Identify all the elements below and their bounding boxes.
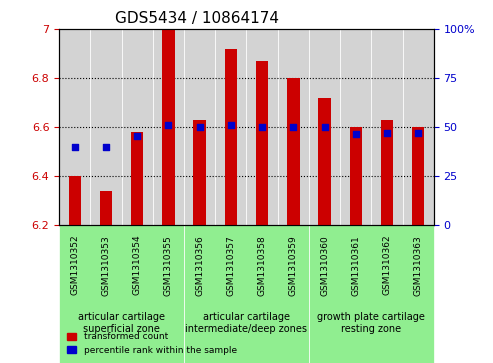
Point [258, 124, 266, 130]
Bar [381, 120, 393, 225]
Point [289, 124, 297, 130]
Bar [100, 191, 112, 225]
Point [165, 122, 173, 127]
Bar [153, 29, 184, 225]
Bar [340, 29, 371, 225]
Legend: transformed count, percentile rank within the sample: transformed count, percentile rank withi… [64, 329, 240, 359]
Point [133, 133, 141, 139]
Bar [90, 29, 122, 225]
Bar [59, 29, 90, 225]
Point [227, 122, 235, 127]
Bar [215, 29, 246, 225]
Bar [162, 29, 175, 225]
Text: articular cartilage
intermediate/deep zones: articular cartilage intermediate/deep zo… [185, 312, 308, 334]
Bar [318, 98, 331, 225]
Bar [412, 127, 424, 225]
Bar [225, 49, 237, 225]
Point [352, 131, 360, 137]
Bar [350, 127, 362, 225]
Point [102, 144, 110, 150]
Bar [193, 120, 206, 225]
Bar [403, 29, 434, 225]
Bar [256, 61, 268, 225]
Bar [371, 29, 403, 225]
Bar [59, 225, 184, 363]
Point [320, 124, 328, 130]
Bar [122, 29, 153, 225]
Bar [278, 29, 309, 225]
Bar [246, 29, 278, 225]
Bar [69, 176, 81, 225]
Text: growth plate cartilage
resting zone: growth plate cartilage resting zone [317, 312, 425, 334]
Point [71, 144, 79, 150]
Point [414, 130, 422, 136]
Text: articular cartilage
superficial zone: articular cartilage superficial zone [78, 312, 165, 334]
Text: GDS5434 / 10864174: GDS5434 / 10864174 [115, 12, 280, 26]
Bar [184, 29, 215, 225]
Point [383, 130, 391, 136]
Bar [309, 29, 340, 225]
Bar [131, 132, 143, 225]
Point [196, 124, 204, 130]
Bar [184, 225, 309, 363]
Bar [287, 78, 300, 225]
Bar [309, 225, 434, 363]
